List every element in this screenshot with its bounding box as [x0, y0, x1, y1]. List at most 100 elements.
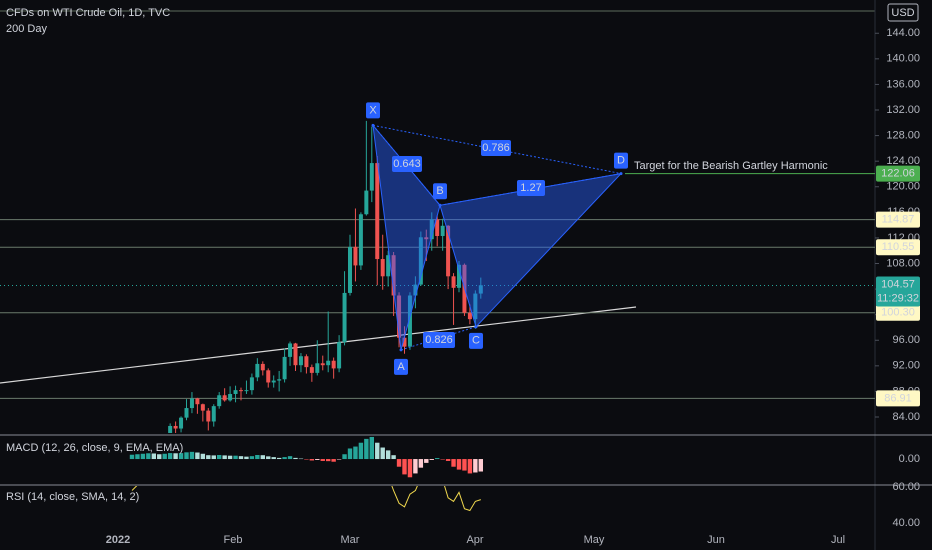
pattern-point-box [614, 152, 628, 169]
candle-body [358, 214, 363, 266]
last-price-badge [876, 276, 920, 307]
ratio-box [481, 140, 511, 156]
macd-bar [200, 453, 206, 460]
macd-bar [478, 459, 483, 472]
macd-bar [184, 452, 189, 460]
candle-body [277, 379, 282, 381]
pattern-ratio-line [400, 326, 477, 351]
macd-bar [233, 455, 238, 460]
candle-body [397, 295, 402, 338]
macd-bar [293, 457, 298, 460]
annotation: Target for the Bearish Gartley Harmonic [634, 160, 828, 172]
candle-body [457, 264, 461, 288]
level-label: 122.06 [881, 167, 915, 179]
candle-body [429, 219, 434, 240]
candle-body [179, 417, 184, 429]
macd-bar [353, 446, 358, 460]
macd-bar [266, 456, 271, 460]
x-tick-label: 2022 [106, 534, 130, 546]
level-label: 100.30 [881, 307, 915, 319]
macd-bar [385, 450, 391, 460]
level-label: 86.91 [884, 392, 912, 404]
candle-body [391, 255, 396, 296]
candle-body [228, 393, 233, 401]
macd-bar [178, 453, 184, 460]
candle-body [342, 292, 347, 343]
candle-body [353, 246, 358, 266]
x-tick-label: Feb [224, 534, 243, 546]
candle-body [244, 390, 249, 392]
currency-box[interactable] [887, 3, 919, 22]
macd-bar [167, 453, 173, 460]
ratio-label: 0.643 [393, 158, 421, 170]
macd-bar [396, 459, 402, 467]
macd-bar [462, 459, 467, 471]
macd-bar [347, 448, 353, 460]
macd-bar [451, 459, 456, 467]
ratio-label: 0.826 [425, 334, 453, 346]
ratio-box [392, 156, 422, 172]
macd-pane [129, 436, 483, 478]
y-tick-label: 124.00 [886, 155, 920, 167]
macd-bar [424, 459, 429, 463]
macd-bar [429, 459, 434, 460]
candle-body [217, 395, 222, 407]
candle-body [473, 293, 478, 320]
macd-bar [407, 459, 413, 478]
pattern-point-label: X [369, 104, 377, 116]
macd-bar [135, 454, 140, 460]
level-badge [876, 304, 920, 321]
candle-body [386, 255, 391, 277]
candle-body [380, 259, 385, 277]
last-price-label: 104.57 [881, 278, 915, 290]
macd-bar [244, 456, 249, 460]
pattern-point [438, 203, 442, 207]
candle-body [402, 337, 407, 347]
x-tick-label: Apr [466, 534, 483, 546]
macd-bar [413, 459, 418, 474]
candle-body [233, 390, 238, 394]
candle-body [200, 404, 205, 411]
macd-bar [358, 442, 364, 460]
ratio-box [517, 180, 545, 196]
candle-body [451, 276, 456, 288]
macd-bar [157, 454, 162, 460]
candle-body [239, 390, 243, 392]
macd-bar [473, 459, 478, 473]
candle-body [173, 425, 178, 429]
macd-bar [391, 455, 396, 460]
y-tick-label: 92.00 [892, 360, 920, 372]
candle-body [369, 163, 374, 191]
level-label: 114.87 [882, 213, 915, 225]
pattern-ratio-line [439, 173, 622, 206]
macd-bar [140, 453, 146, 460]
pattern-point-box [394, 358, 408, 375]
macd-bar [380, 447, 385, 460]
candle-body [266, 370, 271, 383]
macd-bar [445, 459, 451, 461]
macd-bar [342, 454, 347, 460]
macd-bar [418, 459, 424, 468]
macd-bar [369, 436, 374, 460]
macd-bar [304, 459, 309, 460]
macd-bar [315, 459, 320, 460]
pattern-point [474, 325, 478, 329]
pattern-point [619, 172, 623, 176]
y-tick-label: 136.00 [886, 78, 920, 90]
rsi-tick-label: 60.00 [892, 481, 920, 493]
candle-body [407, 295, 412, 347]
x-tick-label: Jun [707, 534, 725, 546]
macd-bar [211, 455, 216, 460]
macd-bar [249, 456, 255, 460]
macd-bar [260, 455, 265, 460]
level-badge [876, 390, 920, 407]
rsi-title: RSI (14, close, SMA, 14, 2) [6, 491, 139, 503]
macd-bar [217, 455, 222, 460]
candle-body [348, 246, 352, 293]
chart-title: CFDs on WTI Crude Oil, 1D, TVC [6, 7, 170, 19]
candle-body [288, 343, 293, 357]
macd-bar [271, 457, 276, 460]
candle-body [315, 363, 320, 373]
macd-bar [189, 451, 195, 460]
candle-body [184, 408, 189, 418]
